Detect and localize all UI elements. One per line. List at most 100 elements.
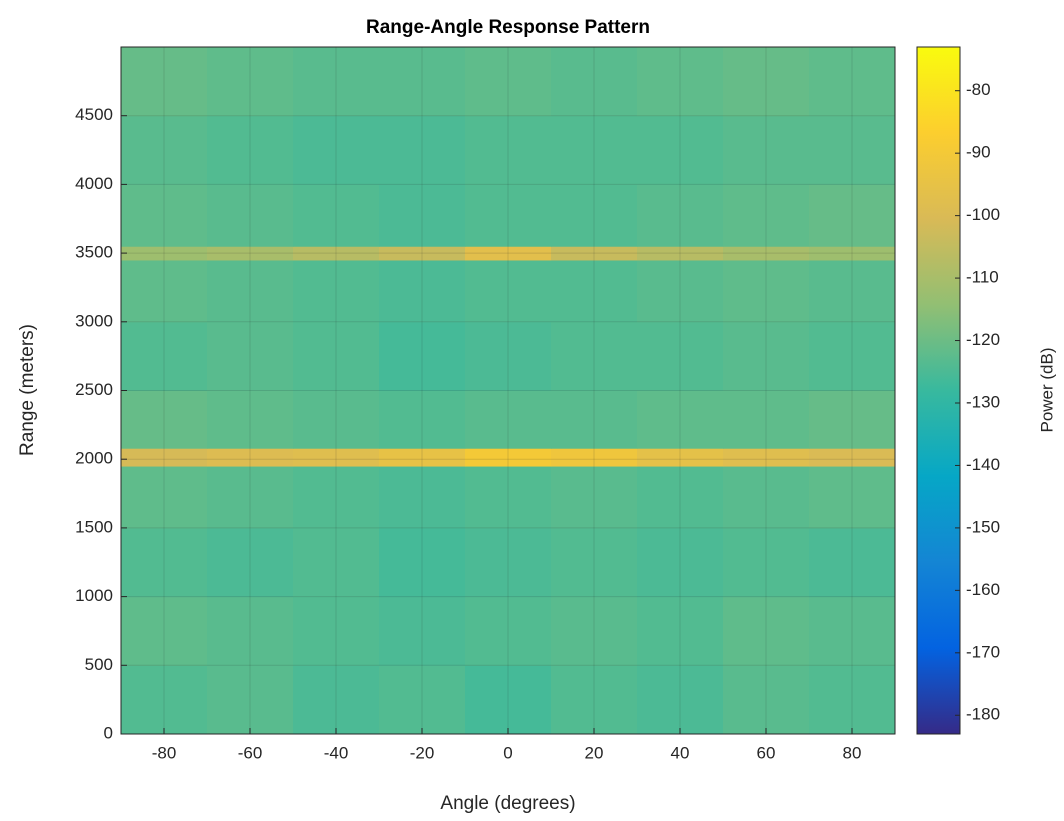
heatmap-cell: [637, 665, 724, 735]
heatmap-cell: [207, 390, 294, 449]
heatmap-cell: [293, 596, 380, 666]
heatmap-cell: [637, 527, 724, 598]
heatmap-cell: [551, 596, 638, 666]
heatmap-cell: [207, 466, 294, 529]
heatmap-cell: [379, 246, 466, 261]
colorbar: [916, 46, 961, 735]
colorbar-tick-label: -80: [966, 80, 991, 99]
heatmap-cell: [207, 527, 294, 598]
heatmap-cell: [121, 321, 208, 391]
heatmap-cell: [207, 259, 294, 323]
heatmap-cell: [551, 246, 638, 261]
heatmap-cell: [551, 259, 638, 323]
heatmap-cell: [293, 47, 380, 117]
heatmap-cell: [637, 184, 724, 247]
heatmap-cell: [465, 115, 552, 185]
heatmap-cell: [379, 184, 466, 247]
heatmap-cell: [551, 47, 638, 117]
x-tick-label: 80: [843, 743, 862, 762]
heatmap-cell: [121, 466, 208, 529]
y-tick-label: 0: [104, 723, 113, 742]
heatmap-cell: [379, 448, 466, 467]
y-tick-label: 4500: [75, 105, 113, 124]
heatmap-cell: [637, 390, 724, 449]
colorbar-tick-label: -150: [966, 517, 1000, 536]
heatmap-cell: [723, 246, 810, 261]
heatmap-cell: [551, 115, 638, 185]
y-tick-label: 3000: [75, 311, 113, 330]
heatmap-cell: [465, 246, 552, 261]
heatmap-cell: [551, 184, 638, 247]
heatmap-cell: [809, 47, 896, 117]
chart-title: Range-Angle Response Pattern: [366, 17, 650, 38]
heatmap-cell: [637, 47, 724, 117]
heatmap-cell: [121, 527, 208, 598]
heatmap-cell: [551, 448, 638, 467]
heatmap-cell: [379, 115, 466, 185]
colorbar-tick-label: -180: [966, 705, 1000, 724]
heatmap-cell: [379, 466, 466, 529]
heatmap-cell: [121, 448, 208, 467]
heatmap-cell: [465, 47, 552, 117]
heatmap-cell: [723, 321, 810, 391]
heatmap-cell: [379, 321, 466, 391]
heatmap-cell: [809, 448, 896, 467]
x-tick-label: 20: [585, 743, 604, 762]
colorbar-tick-label: -90: [966, 143, 991, 162]
heatmap: [121, 47, 896, 735]
heatmap-cell: [207, 184, 294, 247]
heatmap-cell: [121, 115, 208, 185]
heatmap-cell: [637, 466, 724, 529]
heatmap-cell: [293, 259, 380, 323]
y-tick-label: 3500: [75, 243, 113, 262]
heatmap-cell: [723, 596, 810, 666]
heatmap-cell: [551, 321, 638, 391]
heatmap-cell: [723, 390, 810, 449]
plot-frame: [120, 46, 896, 735]
heatmap-cell: [207, 665, 294, 735]
heatmap-cell: [465, 596, 552, 666]
heatmap-cell: [723, 527, 810, 598]
heatmap-cell: [809, 390, 896, 449]
heatmap-cell: [465, 184, 552, 247]
x-tick-label: -40: [324, 743, 349, 762]
heatmap-cell: [551, 665, 638, 735]
heatmap-cell: [379, 596, 466, 666]
heatmap-cell: [379, 259, 466, 323]
heatmap-cell: [809, 259, 896, 323]
x-tick-label: -60: [238, 743, 263, 762]
x-tick-label: 60: [757, 743, 776, 762]
heatmap-cell: [723, 448, 810, 467]
y-tick-label: 2000: [75, 449, 113, 468]
axes-overlay: -80 -60 -40 -20 0 20 40 60 80 0 500 1000 1500 2000 250…: [75, 46, 896, 762]
heatmap-cell: [637, 321, 724, 391]
x-tick-label: -20: [410, 743, 435, 762]
heatmap-cell: [723, 665, 810, 735]
heatmap-cell: [809, 321, 896, 391]
heatmap-cell: [809, 115, 896, 185]
heatmap-cell: [293, 321, 380, 391]
heatmap-cell: [551, 390, 638, 449]
heatmap-cell: [723, 115, 810, 185]
heatmap-cell: [207, 448, 294, 467]
heatmap-cell: [293, 390, 380, 449]
x-axis-label: Angle (degrees): [440, 793, 575, 814]
heatmap-cell: [121, 665, 208, 735]
heatmap-cell: [723, 184, 810, 247]
y-tick-label: 1000: [75, 586, 113, 605]
heatmap-cell: [293, 246, 380, 261]
heatmap-cell: [809, 596, 896, 666]
heatmap-cell: [637, 246, 724, 261]
heatmap-cell: [637, 448, 724, 467]
y-tick-label: 4000: [75, 174, 113, 193]
colorbar-tick-label: -160: [966, 580, 1000, 599]
heatmap-cell: [465, 390, 552, 449]
heatmap-cell: [293, 466, 380, 529]
heatmap-cell: [465, 527, 552, 598]
heatmap-cell: [379, 665, 466, 735]
heatmap-cell: [809, 246, 896, 261]
heatmap-cell: [293, 448, 380, 467]
heatmap-cell: [207, 246, 294, 261]
heatmap-cell: [207, 596, 294, 666]
